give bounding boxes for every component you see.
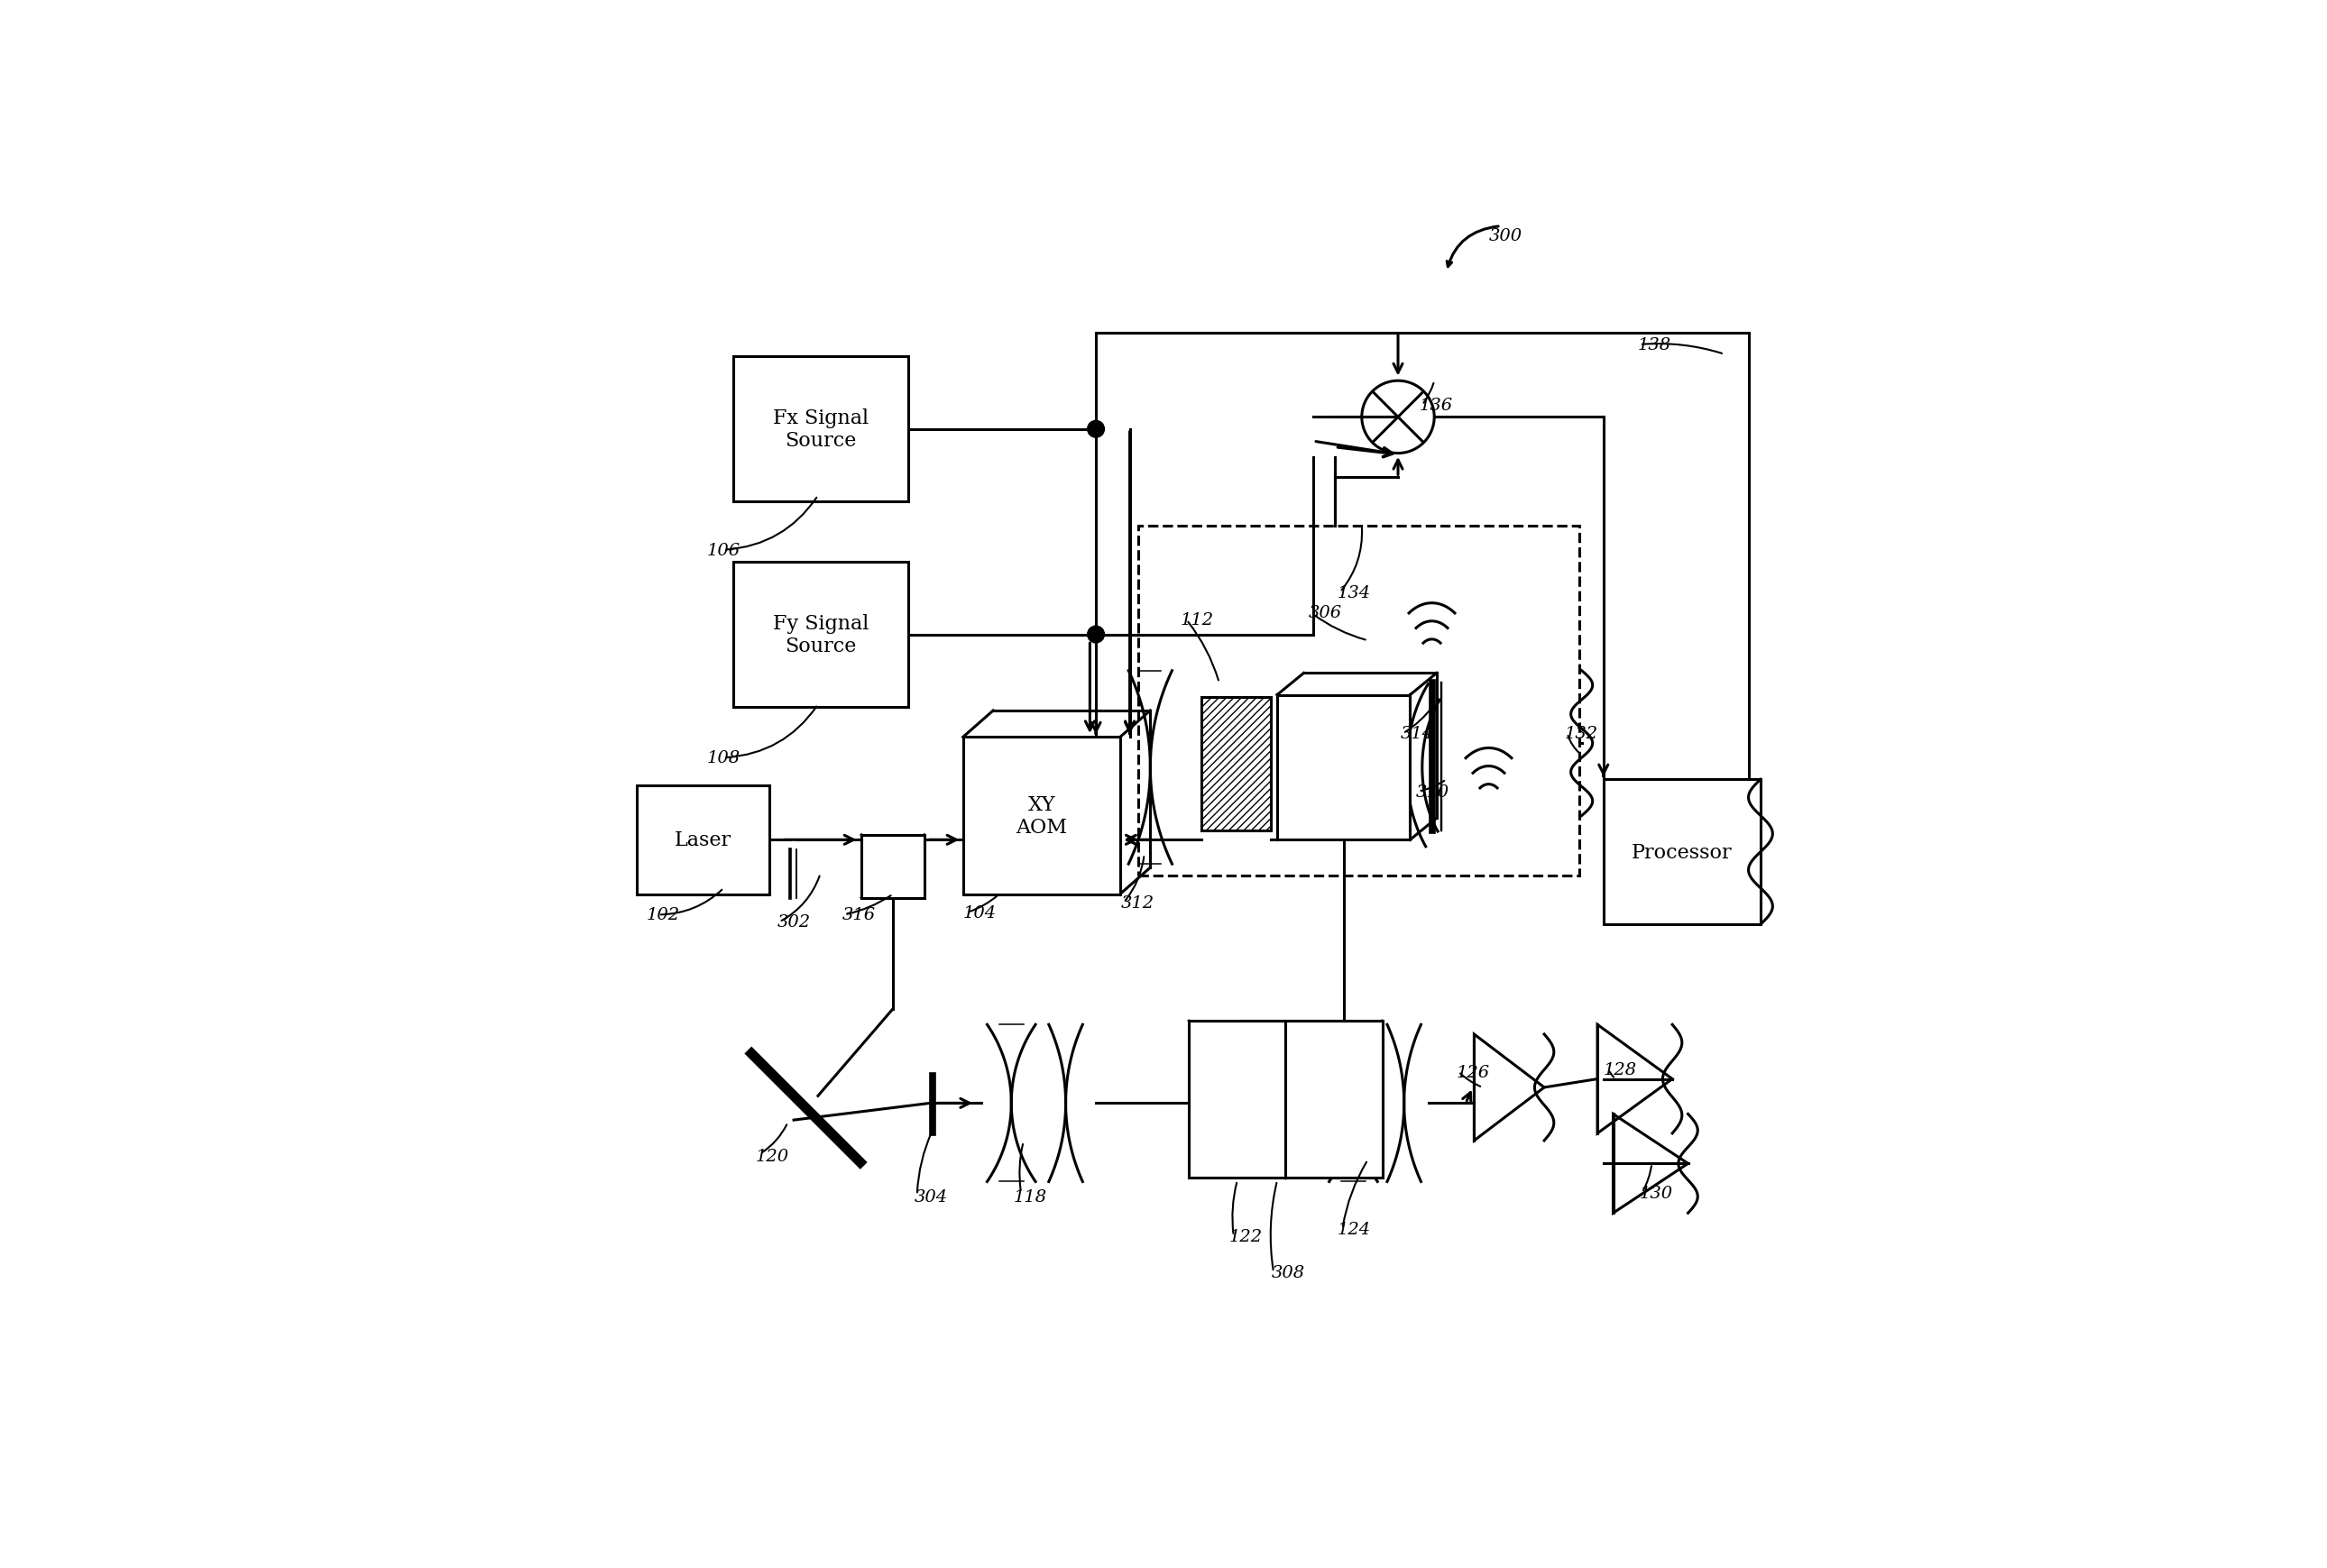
Text: 112: 112: [1180, 612, 1215, 629]
FancyBboxPatch shape: [1278, 695, 1410, 840]
FancyBboxPatch shape: [638, 786, 770, 894]
Text: Fy Signal
Source: Fy Signal Source: [773, 613, 868, 657]
FancyBboxPatch shape: [733, 358, 908, 502]
Text: 316: 316: [842, 906, 875, 924]
Text: 122: 122: [1229, 1228, 1261, 1245]
Text: 310: 310: [1417, 784, 1450, 800]
FancyBboxPatch shape: [1603, 779, 1762, 925]
Text: 300: 300: [1489, 229, 1522, 245]
Text: 106: 106: [707, 543, 740, 558]
Text: 312: 312: [1122, 895, 1154, 911]
Text: 126: 126: [1457, 1063, 1489, 1080]
FancyBboxPatch shape: [1285, 1021, 1382, 1178]
Text: 104: 104: [963, 905, 996, 920]
Circle shape: [1087, 422, 1105, 437]
Text: 130: 130: [1641, 1184, 1673, 1201]
FancyBboxPatch shape: [733, 563, 908, 707]
FancyBboxPatch shape: [1201, 698, 1271, 831]
Text: 108: 108: [707, 750, 740, 767]
Text: 138: 138: [1638, 337, 1671, 353]
Text: 132: 132: [1564, 726, 1599, 742]
Text: 304: 304: [915, 1189, 947, 1204]
Text: XY
AOM: XY AOM: [1017, 795, 1068, 837]
Text: 128: 128: [1603, 1062, 1636, 1077]
Circle shape: [1087, 627, 1105, 643]
FancyBboxPatch shape: [861, 836, 924, 898]
Text: 134: 134: [1338, 585, 1371, 601]
Text: 124: 124: [1338, 1221, 1371, 1237]
Text: 306: 306: [1308, 605, 1343, 621]
Text: 314: 314: [1401, 726, 1433, 742]
FancyBboxPatch shape: [963, 737, 1119, 894]
FancyBboxPatch shape: [1189, 1021, 1285, 1178]
Text: 136: 136: [1419, 397, 1454, 414]
Text: 120: 120: [756, 1148, 789, 1165]
Text: Fx Signal
Source: Fx Signal Source: [773, 408, 868, 452]
Text: 118: 118: [1015, 1189, 1047, 1204]
Text: Processor: Processor: [1631, 842, 1731, 862]
Text: Laser: Laser: [675, 829, 731, 850]
Text: 102: 102: [647, 906, 679, 924]
Text: 308: 308: [1271, 1264, 1305, 1281]
Text: 302: 302: [777, 914, 810, 930]
